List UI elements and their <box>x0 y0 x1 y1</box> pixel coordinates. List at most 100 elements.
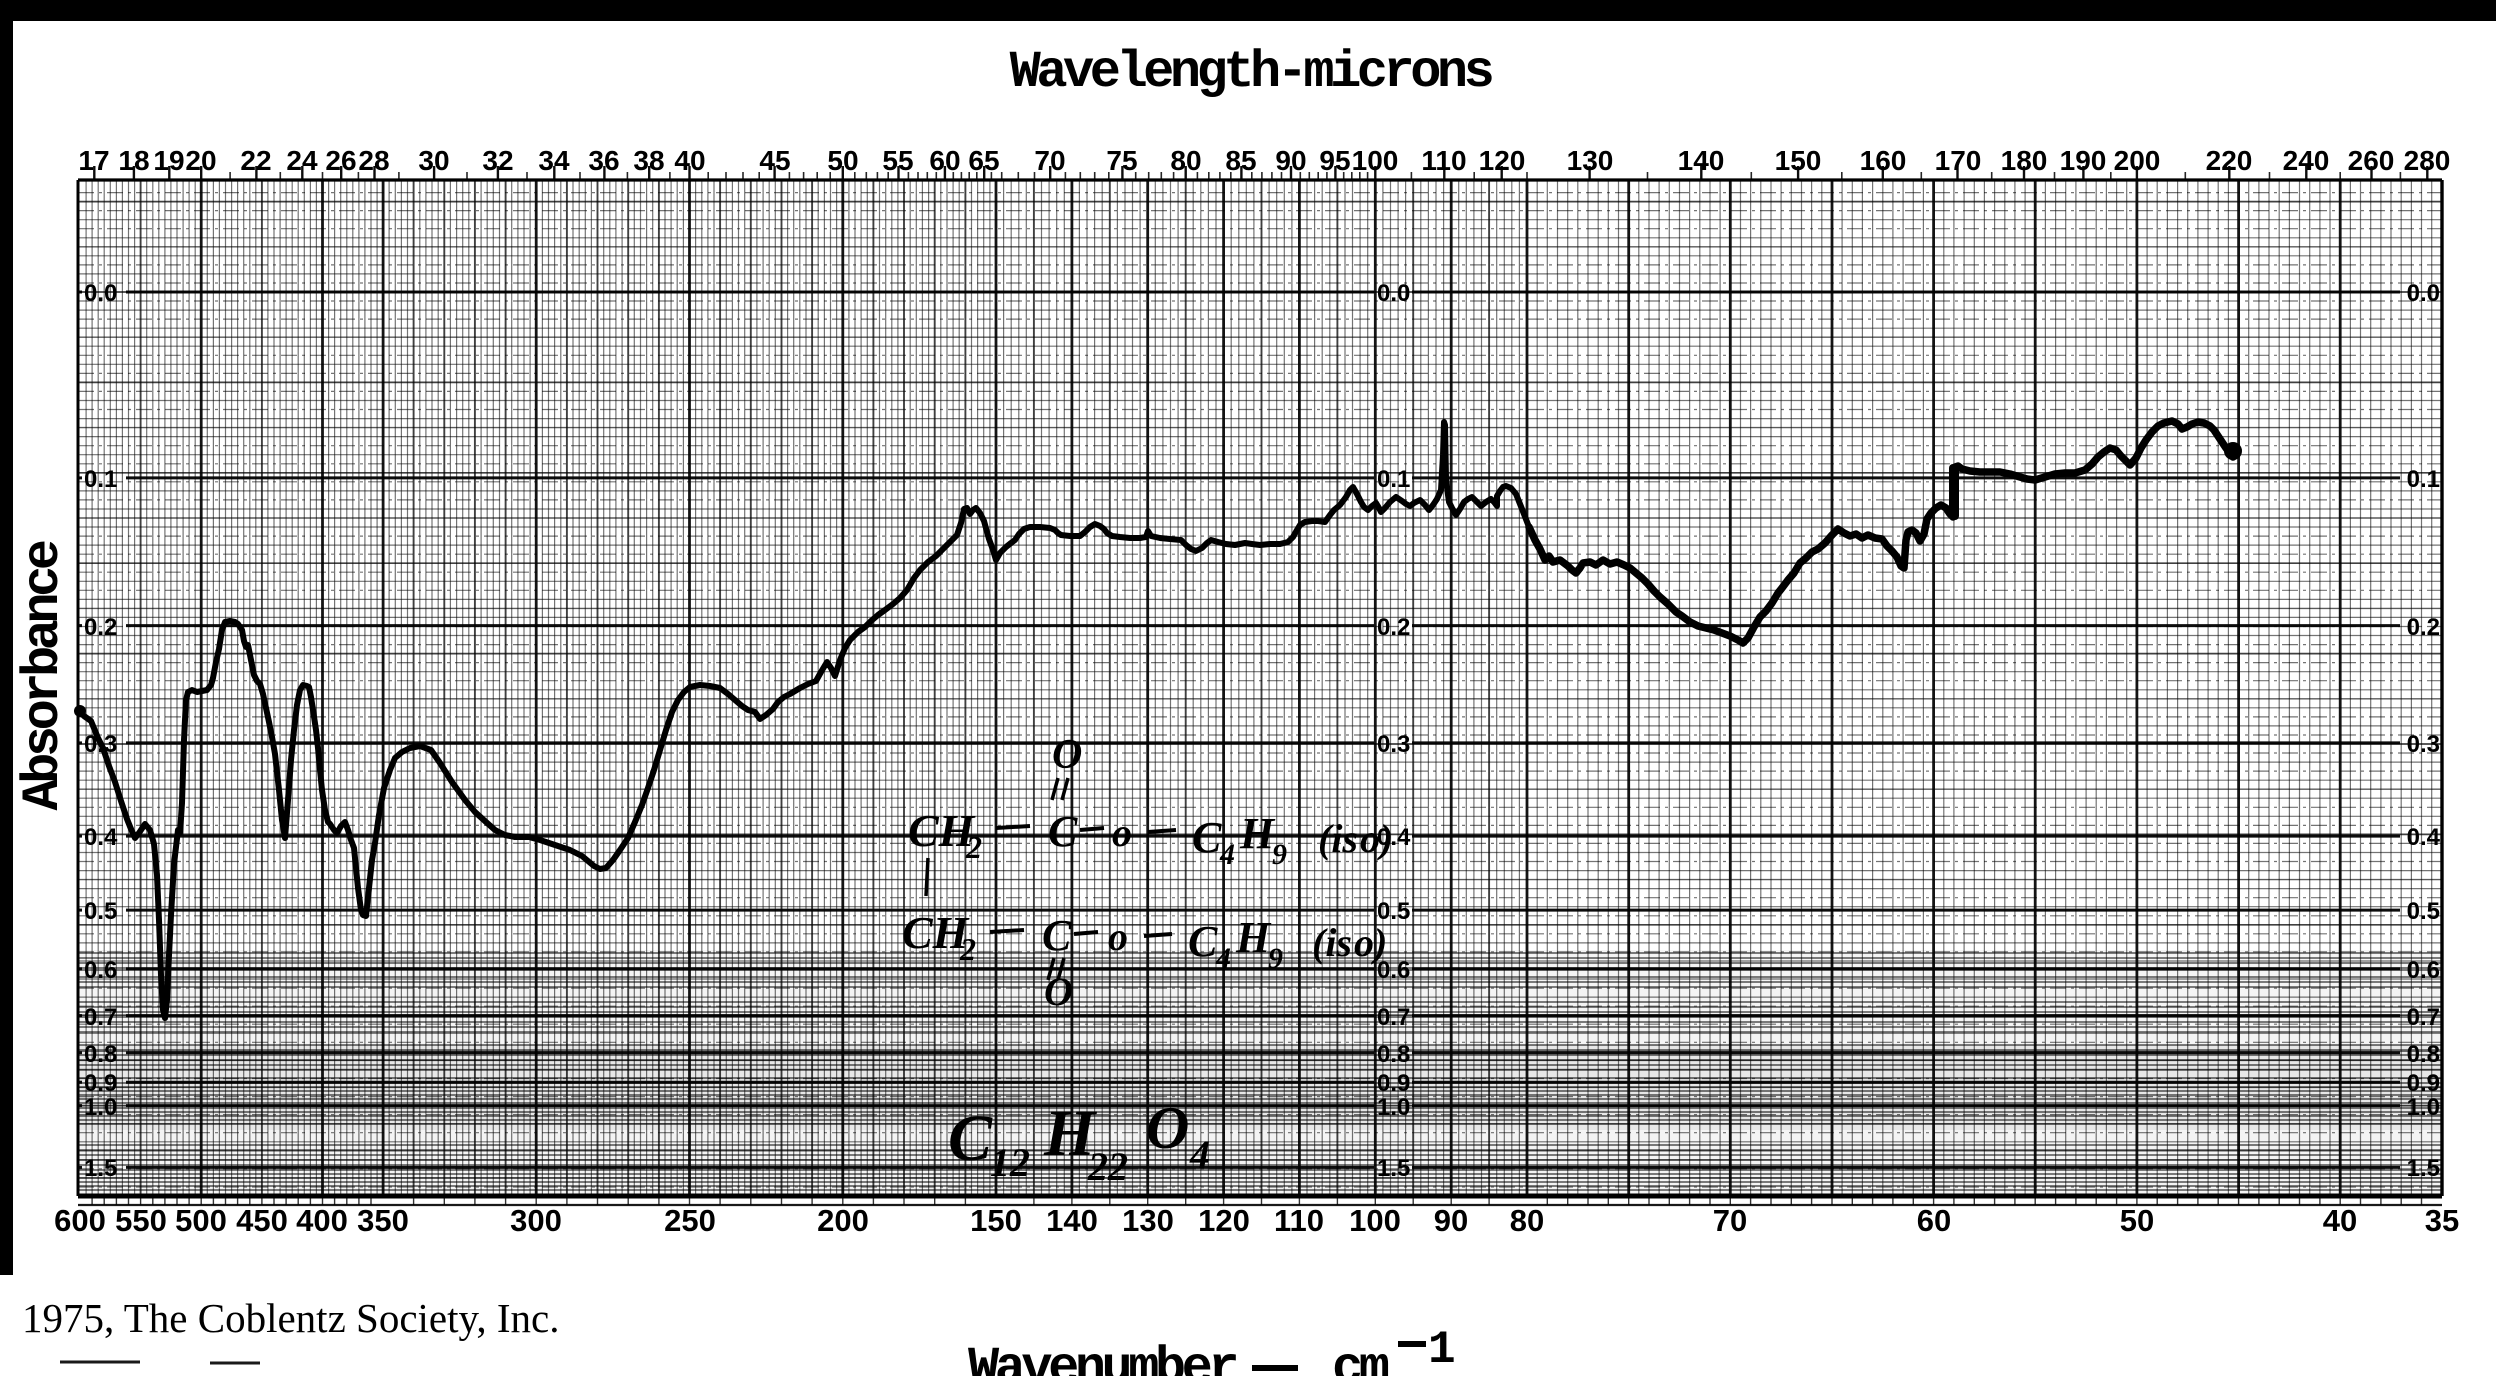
svg-text:0.9: 0.9 <box>1377 1070 1410 1097</box>
svg-text:1.0: 1.0 <box>1377 1094 1410 1121</box>
svg-text:35: 35 <box>2425 1203 2459 1238</box>
svg-text:0.1: 0.1 <box>1377 466 1410 493</box>
svg-text:120: 120 <box>1479 145 1526 176</box>
svg-text:9: 9 <box>1268 942 1283 975</box>
svg-text:90: 90 <box>1434 1203 1468 1238</box>
svg-text:0.4: 0.4 <box>1377 824 1411 851</box>
svg-text:250: 250 <box>664 1203 716 1238</box>
svg-text:O: O <box>1052 732 1082 778</box>
svg-text:24: 24 <box>286 145 318 176</box>
svg-text:0.3: 0.3 <box>1377 731 1410 758</box>
svg-text:4: 4 <box>1219 838 1235 871</box>
svg-text:200: 200 <box>2114 145 2161 176</box>
svg-text:CH: CH <box>908 805 976 856</box>
svg-text:300: 300 <box>510 1203 562 1238</box>
svg-text:0.0: 0.0 <box>2407 280 2440 307</box>
svg-text:1.5: 1.5 <box>1377 1155 1410 1182</box>
svg-text:Wavenumber: Wavenumber <box>968 1339 1236 1376</box>
svg-text:H: H <box>1239 809 1276 858</box>
svg-text:1.0: 1.0 <box>84 1094 117 1121</box>
svg-text:0.8: 0.8 <box>1377 1041 1410 1068</box>
svg-text:400: 400 <box>296 1203 348 1238</box>
svg-text:18: 18 <box>118 145 149 176</box>
svg-text:190: 190 <box>2060 145 2107 176</box>
svg-text:55: 55 <box>882 145 913 176</box>
svg-text:70: 70 <box>1034 145 1065 176</box>
svg-text:1.5: 1.5 <box>84 1155 117 1182</box>
svg-text:130: 130 <box>1122 1203 1174 1238</box>
svg-text:110: 110 <box>1421 145 1466 176</box>
svg-text:110: 110 <box>1274 1203 1324 1238</box>
svg-text:17: 17 <box>78 145 109 176</box>
svg-text:0.5: 0.5 <box>1377 898 1410 925</box>
svg-text:60: 60 <box>929 145 960 176</box>
svg-text:cm: cm <box>1332 1339 1389 1376</box>
svg-text:1.5: 1.5 <box>2407 1155 2440 1182</box>
svg-text:140: 140 <box>1046 1203 1098 1238</box>
svg-text:45: 45 <box>759 145 790 176</box>
svg-text:0.4: 0.4 <box>2407 824 2441 851</box>
svg-text:0.3: 0.3 <box>2407 731 2440 758</box>
svg-text:(is: (is <box>1312 920 1352 965</box>
svg-text:Wavelength-microns: Wavelength-microns <box>1010 43 1493 102</box>
svg-text:500: 500 <box>175 1203 227 1238</box>
svg-text:75: 75 <box>1106 145 1137 176</box>
svg-text:o: o <box>1112 810 1132 855</box>
svg-text:30: 30 <box>418 145 449 176</box>
svg-text:240: 240 <box>2283 145 2330 176</box>
svg-text:170: 170 <box>1935 145 1982 176</box>
svg-text:o: o <box>1108 914 1128 959</box>
svg-text:100: 100 <box>1349 1203 1401 1238</box>
svg-text:O: O <box>1146 1095 1189 1161</box>
svg-text:150: 150 <box>970 1203 1022 1238</box>
svg-text:450: 450 <box>236 1203 288 1238</box>
svg-text:600: 600 <box>54 1203 106 1238</box>
svg-text:0.1: 0.1 <box>2407 466 2440 493</box>
svg-text:80: 80 <box>1510 1203 1544 1238</box>
svg-text:CH: CH <box>902 907 970 958</box>
svg-text:200: 200 <box>817 1203 869 1238</box>
svg-text:0.7: 0.7 <box>84 1004 117 1031</box>
svg-text:0.1: 0.1 <box>84 466 117 493</box>
svg-text:Absorbance: Absorbance <box>14 541 73 810</box>
svg-text:9: 9 <box>1272 838 1287 871</box>
svg-text:0.9: 0.9 <box>2407 1070 2440 1097</box>
svg-text:C: C <box>948 1102 993 1175</box>
svg-text:0.2: 0.2 <box>1377 614 1410 641</box>
svg-text:50: 50 <box>827 145 858 176</box>
svg-text:50: 50 <box>2120 1203 2154 1238</box>
svg-text:H: H <box>1235 913 1272 962</box>
svg-text:280: 280 <box>2404 145 2451 176</box>
svg-text:H: H <box>1043 1097 1098 1170</box>
svg-text:0.9: 0.9 <box>84 1070 117 1097</box>
svg-text:28: 28 <box>358 145 389 176</box>
svg-text:2: 2 <box>959 931 976 967</box>
svg-text:O: O <box>1044 969 1073 1014</box>
svg-text:90: 90 <box>1275 145 1306 176</box>
svg-text:C: C <box>1048 807 1078 856</box>
svg-text:0.6: 0.6 <box>84 957 117 984</box>
svg-text:130: 130 <box>1567 145 1614 176</box>
svg-text:C: C <box>1188 917 1218 966</box>
svg-text:160: 160 <box>1860 145 1907 176</box>
svg-text:32: 32 <box>482 145 513 176</box>
svg-text:4: 4 <box>1189 1132 1210 1177</box>
svg-text:350: 350 <box>357 1203 409 1238</box>
svg-text:4: 4 <box>1215 942 1231 975</box>
svg-text:95: 95 <box>1319 145 1350 176</box>
svg-text:(is: (is <box>1318 816 1358 861</box>
svg-text:0.7: 0.7 <box>1377 1004 1410 1031</box>
svg-text:550: 550 <box>115 1203 167 1238</box>
svg-text:1.0: 1.0 <box>2407 1094 2440 1121</box>
svg-text:0.6: 0.6 <box>1377 957 1410 984</box>
svg-text:0.2: 0.2 <box>2407 614 2440 641</box>
svg-text:36: 36 <box>588 145 619 176</box>
svg-text:26: 26 <box>325 145 356 176</box>
svg-text:0.8: 0.8 <box>2407 1041 2440 1068</box>
svg-text:85: 85 <box>1225 145 1256 176</box>
svg-text:70: 70 <box>1713 1203 1747 1238</box>
svg-text:0.5: 0.5 <box>84 898 117 925</box>
svg-text:19: 19 <box>153 145 184 176</box>
svg-text:C: C <box>1042 911 1072 960</box>
svg-text:1: 1 <box>1428 1324 1456 1376</box>
